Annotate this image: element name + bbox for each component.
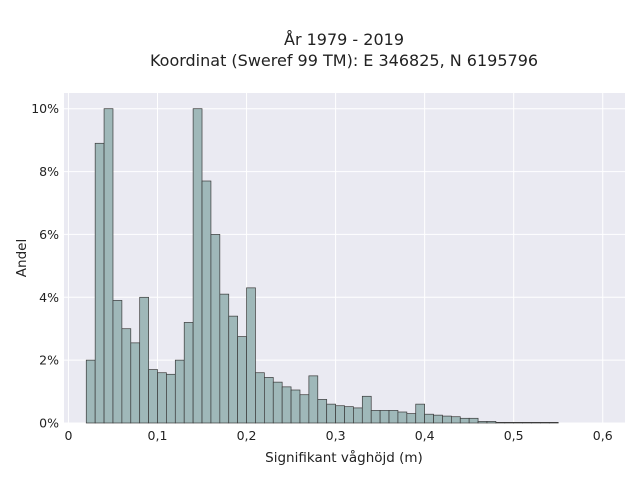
histogram-bar <box>228 315 238 424</box>
histogram-bar <box>326 403 336 424</box>
histogram-bar <box>201 180 212 424</box>
y-axis-ticks: 0% 2% 4% 6% 8% 10% <box>31 101 59 430</box>
histogram-bar <box>237 336 247 424</box>
x-tick-label: 0 <box>64 428 72 443</box>
histogram-bar <box>308 375 319 424</box>
histogram-bar <box>344 406 354 424</box>
histogram-bar <box>210 234 221 424</box>
histogram-bar <box>219 293 230 424</box>
histogram-bar <box>459 417 470 424</box>
histogram-bar <box>157 372 167 424</box>
histogram-bar <box>495 422 506 424</box>
histogram-bar <box>451 416 461 424</box>
x-tick-label: 0,1 <box>148 428 168 443</box>
histogram-bar <box>379 410 390 424</box>
histogram-bar <box>139 296 149 424</box>
histogram-bar <box>433 414 443 424</box>
histogram-bar <box>504 422 515 424</box>
x-tick-label: 0,6 <box>593 428 613 443</box>
x-axis-label: Signifikant våghöjd (m) <box>265 449 423 466</box>
y-tick-label: 0% <box>39 416 59 431</box>
histogram-bar <box>148 369 158 424</box>
histogram-bar <box>255 372 265 424</box>
histogram-bar <box>548 422 559 424</box>
histogram-bar <box>397 411 408 424</box>
y-tick-label: 6% <box>39 227 59 242</box>
histogram-bar <box>522 422 532 424</box>
x-tick-label: 0,2 <box>237 428 257 443</box>
histogram-bar <box>281 386 292 424</box>
histogram-bar <box>85 359 96 424</box>
histogram-bar <box>166 373 176 424</box>
histogram-bar <box>388 410 399 424</box>
histogram-bar <box>183 322 194 424</box>
histogram-bar <box>424 413 434 424</box>
y-tick-label: 8% <box>39 164 59 179</box>
histogram-bar <box>103 108 114 424</box>
histogram-bar <box>540 422 550 424</box>
x-tick-label: 0,4 <box>415 428 435 443</box>
x-axis-ticks: 0 0,1 0,2 0,3 0,4 0,5 0,6 <box>64 428 612 443</box>
histogram-bar <box>290 389 301 424</box>
histogram-bar <box>353 407 363 424</box>
histogram-bar <box>272 381 283 424</box>
histogram-bar <box>415 403 425 424</box>
histogram-bar <box>477 421 488 424</box>
histogram-bar <box>174 359 185 424</box>
x-tick-label: 0,5 <box>504 428 524 443</box>
histogram-bar <box>130 342 141 424</box>
histogram-bar <box>246 287 256 424</box>
histogram-bar <box>121 328 132 424</box>
y-tick-label: 10% <box>31 101 59 116</box>
y-tick-label: 2% <box>39 353 59 368</box>
histogram-bar <box>531 422 541 424</box>
histogram-bar <box>468 417 479 424</box>
y-tick-label: 4% <box>39 290 59 305</box>
histogram-bar <box>317 399 328 424</box>
x-tick-label: 0,3 <box>326 428 346 443</box>
histogram-bar <box>94 142 105 424</box>
y-axis-label: Andel <box>14 239 30 277</box>
histogram-bar <box>112 300 123 424</box>
chart-title-line2: Koordinat (Sweref 99 TM): E 346825, N 61… <box>150 51 538 70</box>
histogram-bar <box>406 413 417 424</box>
histogram-bar <box>442 415 452 424</box>
histogram-bar <box>361 395 372 424</box>
histogram-bar <box>370 410 381 424</box>
histogram-bars <box>85 108 559 424</box>
histogram-bar <box>513 422 523 424</box>
histogram-bar <box>192 108 203 424</box>
chart-title-line1: År 1979 - 2019 <box>284 30 404 49</box>
histogram-bar <box>299 394 310 424</box>
histogram-bar <box>335 405 345 424</box>
histogram-bar <box>264 377 274 424</box>
histogram-bar <box>486 421 497 424</box>
